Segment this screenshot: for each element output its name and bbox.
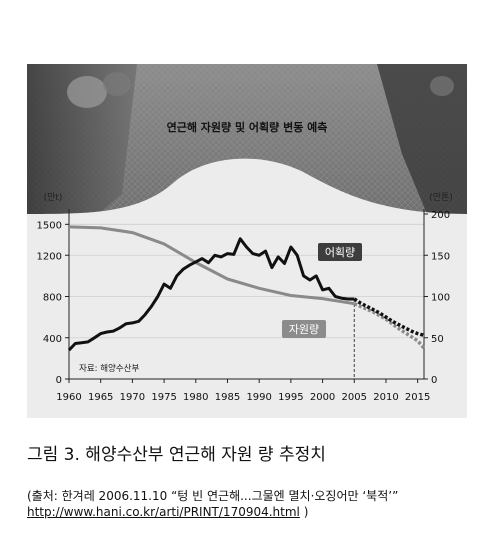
x-tick-label: 1965	[88, 392, 113, 403]
x-tick-label: 1970	[120, 392, 145, 403]
x-tick-label: 1985	[215, 392, 240, 403]
catch-line	[67, 237, 355, 352]
right-tick-label: 100	[431, 293, 450, 304]
left-tick-label: 400	[43, 334, 62, 345]
catch-forecast-line	[353, 297, 425, 337]
series-layer	[67, 225, 426, 352]
figure-caption: 그림 3. 해양수산부 연근해 자원 량 추정치	[27, 445, 326, 465]
right-fisherman	[377, 64, 467, 224]
source-note: 자료: 해양수산부	[79, 363, 139, 374]
x-tick-label: 1995	[278, 392, 303, 403]
right-tick-label: 150	[431, 251, 450, 262]
grid	[69, 223, 424, 339]
left-axis-ticks: 0 400 800 1200 1500	[37, 220, 69, 386]
right-tick-label: 200	[431, 210, 450, 221]
left-tick-label: 1500	[37, 220, 62, 231]
left-tick-label: 0	[56, 375, 62, 386]
x-axis-ticks: 1960 1965 1970 1975 1980 1985 1990 1995 2000 2005…	[56, 379, 430, 403]
stock-line	[68, 225, 355, 306]
x-tick-label: 2000	[310, 392, 335, 403]
left-tick-label: 1200	[37, 251, 62, 262]
x-tick-label: 1960	[56, 392, 81, 403]
chart-title: 연근해 자원량 및 어획량 변동 예측	[167, 120, 328, 134]
chart-figure: 연근해 자원량 및 어획량 변동 예측 (만t) (만톤) 어획량 자원량 자료…	[27, 64, 467, 418]
x-tick-label: 1980	[183, 392, 208, 403]
x-tick-label: 2010	[373, 392, 398, 403]
catch-label-text: 어획량	[325, 246, 355, 259]
chart-svg: 연근해 자원량 및 어획량 변동 예측 (만t) (만톤) 어획량 자원량 자료…	[27, 64, 467, 418]
left-axis-unit: (만t)	[44, 192, 63, 203]
left-fishermen	[27, 64, 137, 224]
x-tick-label: 1990	[246, 392, 271, 403]
x-tick-label: 2005	[342, 392, 367, 403]
right-axis-ticks: 0 50 100 150 200	[424, 210, 450, 386]
right-tick-label: 0	[431, 375, 437, 386]
stock-label: 자원량	[282, 320, 326, 338]
stock-label-text: 자원량	[289, 323, 319, 336]
x-tick-label: 1975	[151, 392, 176, 403]
chart-panel	[27, 158, 467, 418]
source-close: )	[299, 505, 309, 519]
right-axis-unit: (만톤)	[429, 192, 453, 203]
right-tick-label: 50	[431, 334, 444, 345]
source-citation: (출처: 한겨레 2006.11.10 “텅 빈 연근해...그물엔 멸치·오징…	[27, 489, 399, 503]
source-link[interactable]: http://www.hani.co.kr/arti/PRINT/170904.…	[27, 505, 300, 519]
catch-label: 어획량	[318, 243, 362, 261]
stock-forecast-line	[353, 302, 426, 350]
source-url-line: http://www.hani.co.kr/arti/PRINT/170904.…	[27, 505, 308, 519]
x-tick-label: 2015	[405, 392, 430, 403]
axes	[68, 209, 425, 380]
left-tick-label: 800	[43, 293, 62, 304]
